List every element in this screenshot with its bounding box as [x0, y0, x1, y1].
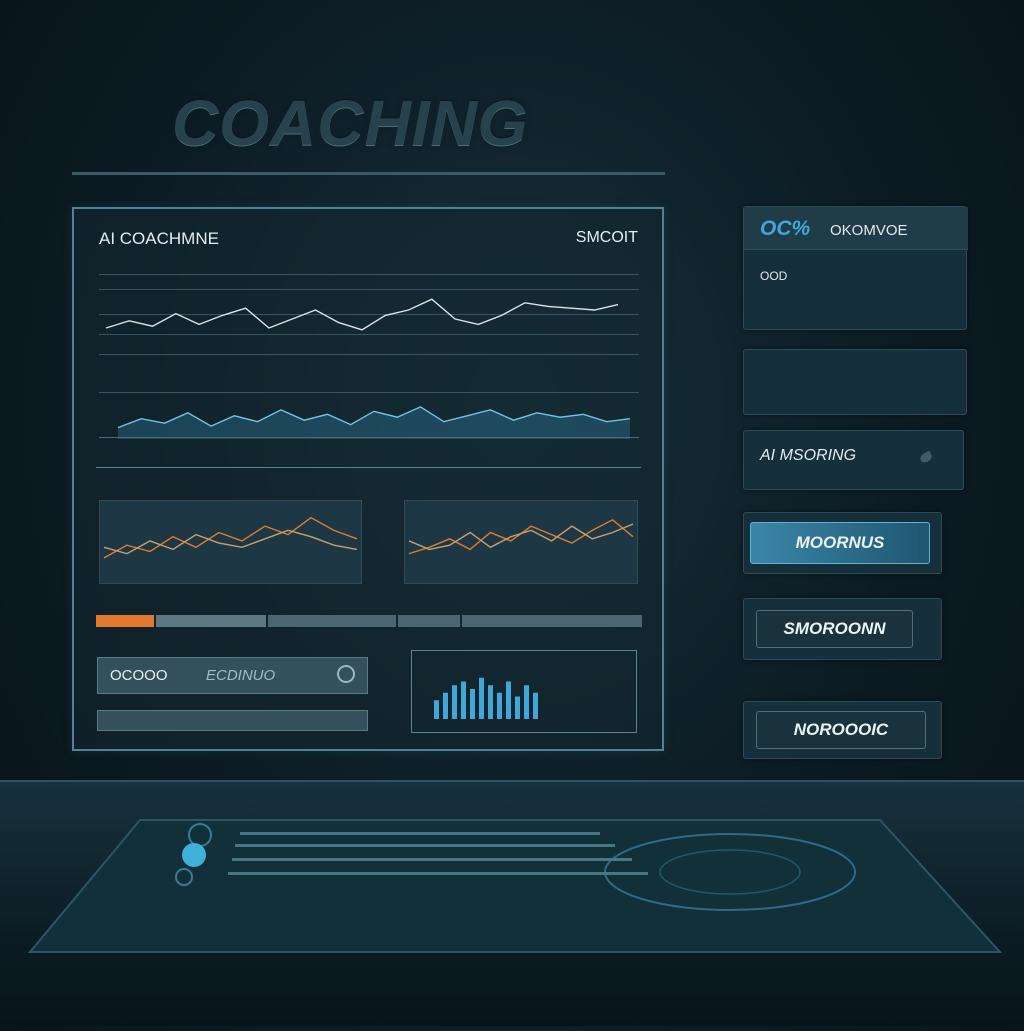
- area-fill: [118, 406, 630, 439]
- mini-line-chart-left: [103, 516, 358, 559]
- panel-title: AI COACHMNE: [99, 229, 219, 248]
- input-field[interactable]: OCOOO ECDINUO: [97, 657, 368, 694]
- desk-surface: [0, 780, 1024, 1026]
- primary-button[interactable]: MOORNUS: [750, 522, 930, 564]
- search-icon[interactable]: [337, 665, 355, 683]
- mini-chart-right: [404, 500, 638, 584]
- secondary-button[interactable]: SMOROONN: [756, 610, 913, 648]
- panel-right-label: SMCOIT: [575, 229, 638, 246]
- section-divider: [96, 467, 641, 468]
- input-value: OCOOO: [110, 667, 168, 684]
- progress-segment: [268, 615, 396, 627]
- bar: [452, 685, 457, 719]
- page-title: COACHING: [172, 87, 529, 159]
- stat-line-1: OOD: [760, 269, 788, 283]
- bar: [443, 692, 448, 719]
- series-line: [103, 529, 358, 555]
- gridline: [99, 354, 639, 355]
- series-line: [103, 516, 358, 559]
- button-card-1: MOORNUS: [743, 512, 942, 574]
- gridline: [99, 392, 639, 393]
- line-chart-1: [105, 298, 619, 331]
- holographic-keypad: [27, 819, 1003, 953]
- stat-card-header: [744, 207, 968, 250]
- bar: [488, 685, 493, 719]
- bar: [533, 692, 538, 719]
- progress-segment-active: [96, 615, 154, 627]
- tertiary-button[interactable]: NOROOOIC: [756, 711, 926, 749]
- title-divider: [72, 172, 665, 175]
- bar: [479, 677, 484, 719]
- bar: [434, 700, 439, 719]
- gridline: [99, 274, 639, 275]
- gridline: [99, 314, 639, 315]
- gridline: [99, 334, 639, 335]
- bar: [506, 681, 511, 719]
- stat-value: OC%: [760, 217, 811, 240]
- main-panel: AI COACHMNE SMCOIT OCOOO ECDINUO: [72, 207, 664, 751]
- mini-line-chart-right: [408, 518, 634, 555]
- chart2-axis: [99, 437, 639, 438]
- stat-card: OC% OKOMVOE OOD: [743, 206, 968, 330]
- bar-chart: [434, 677, 538, 719]
- button-card-3: NOROOOIC: [743, 701, 942, 759]
- progress-segment: [462, 615, 642, 627]
- mini-chart-left: [99, 500, 362, 584]
- gridline: [99, 289, 639, 290]
- stat-label: OKOMVOE: [830, 222, 908, 239]
- area-chart: [117, 406, 631, 439]
- bar: [470, 689, 475, 719]
- secondary-field[interactable]: [97, 710, 368, 731]
- ai-label: AI MSORING: [760, 447, 857, 464]
- info-card: [743, 349, 967, 415]
- bar: [515, 696, 520, 719]
- bar: [461, 681, 466, 719]
- series-line: [117, 406, 631, 429]
- series-line: [105, 298, 619, 331]
- bar: [524, 685, 529, 719]
- progress-segment: [398, 615, 460, 627]
- progress-segment: [156, 615, 266, 627]
- ai-card[interactable]: AI MSORING: [743, 430, 964, 490]
- bar: [497, 692, 502, 719]
- input-placeholder: ECDINUO: [206, 667, 276, 684]
- series-line: [408, 523, 634, 551]
- button-card-2: SMOROONN: [743, 598, 942, 660]
- bar-chart-panel: [411, 650, 637, 733]
- leaf-icon: [918, 450, 934, 465]
